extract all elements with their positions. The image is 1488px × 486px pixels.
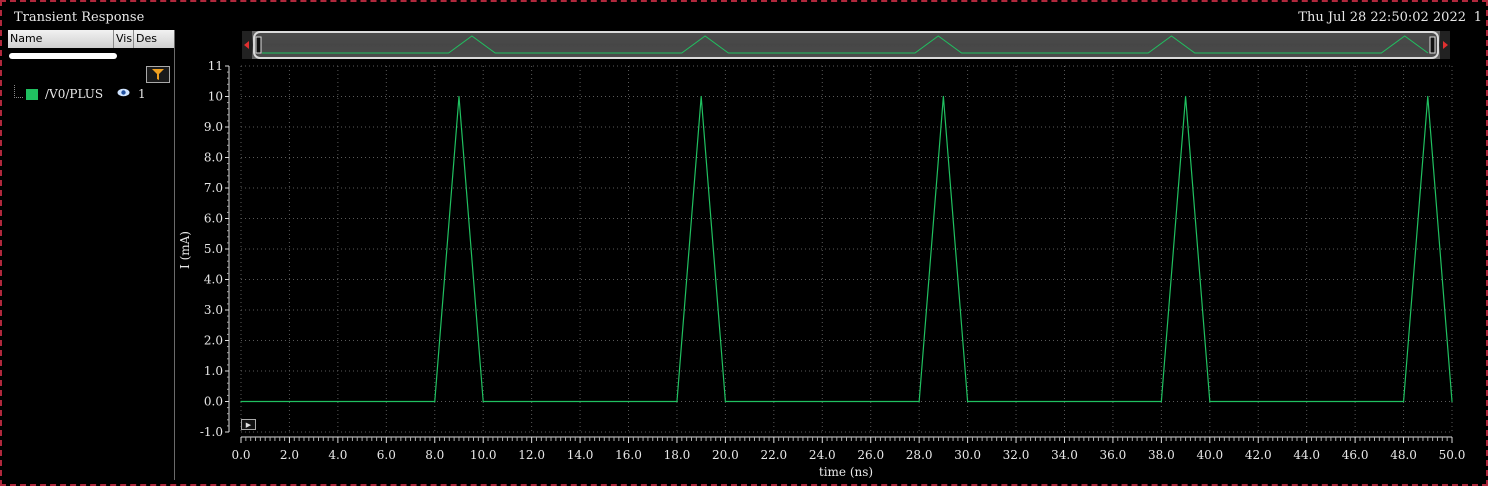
y-tick-label: 2.0	[204, 334, 223, 348]
x-tick-label: 12.0	[518, 448, 545, 462]
data-point	[1451, 400, 1453, 403]
x-tick-label: 34.0	[1051, 448, 1078, 462]
x-tick-label: 2.0	[280, 448, 299, 462]
x-tick-label: 30.0	[954, 448, 981, 462]
x-tick-label: 10.0	[470, 448, 497, 462]
x-tick-label: 38.0	[1148, 448, 1175, 462]
overview-trace	[262, 35, 1429, 54]
x-tick-label: 8.0	[425, 448, 444, 462]
x-tick-label: 26.0	[857, 448, 884, 462]
filter-button[interactable]	[146, 66, 170, 83]
y-tick-label: 1.0	[204, 364, 223, 378]
x-tick-label: 36.0	[1100, 448, 1127, 462]
y-tick-label: 10	[208, 90, 223, 104]
column-des[interactable]: Des	[136, 32, 157, 45]
column-name[interactable]: Name	[10, 32, 43, 45]
x-axis-label: time (ns)	[819, 465, 873, 479]
x-tick-label: 0.0	[231, 448, 250, 462]
x-tick-label: 16.0	[615, 448, 642, 462]
play-icon: ▶	[245, 420, 252, 429]
data-point	[700, 95, 702, 98]
data-point	[676, 400, 678, 403]
x-tick-label: 20.0	[712, 448, 739, 462]
overview-scrollbar[interactable]	[242, 31, 1450, 59]
column-vis[interactable]: Vis	[116, 32, 133, 45]
data-point	[240, 400, 242, 403]
x-tick-label: 44.0	[1293, 448, 1320, 462]
x-tick-label: 40.0	[1196, 448, 1223, 462]
right-handle[interactable]	[1429, 36, 1436, 54]
data-point	[434, 400, 436, 403]
y-axis: -1.0 0.0 1.0 2.0 3.0 4.0 5.0 6.0 7.0 8.0 9.0 10 11	[200, 59, 230, 439]
timestamp: Thu Jul 28 22:50:02 2022	[1298, 10, 1466, 25]
x-tick-label: 24.0	[809, 448, 836, 462]
page-number: 1	[1473, 10, 1482, 25]
y-tick-label: 11	[208, 59, 223, 73]
data-point	[942, 95, 944, 98]
y-tick-label: 9.0	[204, 120, 223, 134]
data-point	[967, 400, 969, 403]
x-tick-label: 4.0	[328, 448, 347, 462]
y-tick-label: 8.0	[204, 151, 223, 165]
x-tick-label: 50.0	[1439, 448, 1466, 462]
data-point	[1427, 95, 1429, 98]
data-point	[1402, 400, 1405, 403]
y-axis-label: I (mA)	[178, 231, 192, 269]
x-tick-label: 42.0	[1245, 448, 1272, 462]
data-point	[1160, 400, 1162, 403]
horizontal-scrollbar[interactable]	[9, 53, 117, 59]
window-title: Transient Response	[14, 10, 145, 25]
tree-connector	[14, 85, 23, 98]
filter-icon	[152, 69, 164, 80]
x-tick-label: 14.0	[567, 448, 594, 462]
y-tick-label: 6.0	[204, 212, 223, 226]
x-tick-label: 6.0	[377, 448, 396, 462]
left-handle[interactable]	[255, 36, 262, 54]
series-line	[241, 96, 1453, 403]
data-point	[458, 95, 460, 98]
x-axis: 0.0 2.0 4.0 6.0 8.0 10.0 12.0 14.0 16.0 18.0 20.0 2…	[231, 436, 1466, 462]
signal-name[interactable]: /V0/PLUS	[45, 87, 104, 101]
y-tick-label: -1.0	[200, 425, 223, 439]
data-point	[918, 400, 920, 403]
x-tick-label: 48.0	[1390, 448, 1417, 462]
data-point	[724, 400, 727, 403]
data-point	[1209, 400, 1211, 403]
signal-browser: Name Vis Des /V0/PLUS 1	[8, 30, 175, 480]
data-point	[482, 400, 484, 403]
scroll-left-icon[interactable]	[244, 41, 249, 49]
data-point	[1184, 95, 1187, 98]
eye-icon[interactable]	[117, 87, 130, 100]
y-tick-label: 7.0	[204, 181, 223, 195]
y-tick-label: 3.0	[204, 303, 223, 317]
scroll-right-icon[interactable]	[1443, 41, 1448, 49]
x-tick-label: 46.0	[1342, 448, 1369, 462]
y-tick-label: 0.0	[204, 395, 223, 409]
grid	[240, 65, 1453, 433]
y-tick-label: 5.0	[204, 242, 223, 256]
x-tick-label: 22.0	[760, 448, 787, 462]
x-tick-label: 28.0	[906, 448, 933, 462]
series-layer	[240, 95, 1453, 403]
x-tick-label: 18.0	[664, 448, 691, 462]
y-tick-label: 4.0	[204, 273, 223, 287]
play-button[interactable]: ▶	[241, 419, 256, 430]
x-tick-label: 32.0	[1003, 448, 1030, 462]
signal-index: 1	[138, 87, 146, 101]
column-header: Name Vis Des	[8, 30, 174, 48]
signal-color-swatch[interactable]	[26, 89, 38, 100]
